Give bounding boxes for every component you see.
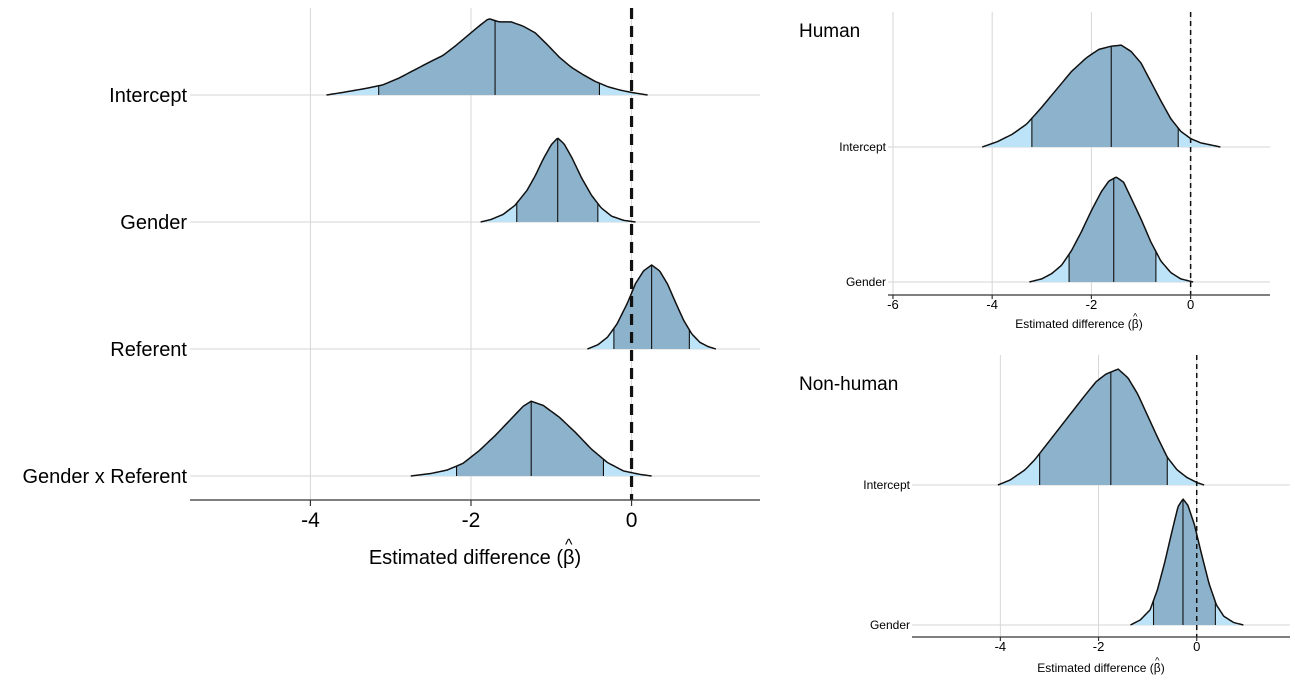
x-tick-label: -2 [462, 509, 481, 532]
x-axis-label: Estimated difference (β) [369, 547, 581, 569]
panel-title: Human [799, 21, 860, 42]
main-ridgeline-chart: Intercept Gender Referent Gender x Referent… [22, 8, 760, 569]
ridge-gender-x-referent [410, 400, 652, 477]
row-label: Gender [120, 212, 187, 234]
x-axis-label-hat: ^ [1155, 655, 1160, 666]
x-axis-label: Estimated difference (β) [1015, 317, 1142, 331]
ridge-inner-area [378, 18, 600, 95]
ridge-intercept [982, 44, 1221, 148]
x-tick-label: -4 [301, 509, 320, 532]
ridge-intercept [997, 368, 1205, 486]
row-label: Gender x Referent [22, 466, 187, 488]
non-human-ridgeline-chart: Intercept Gender -4 -2 0 Estimated difference… [799, 355, 1290, 675]
human-ridgeline-chart: Intercept Gender-6 -4 -2 0 Estimated differen… [799, 12, 1270, 331]
ridge-gender [1029, 176, 1194, 283]
x-tick-label: -2 [1093, 639, 1105, 654]
ridge-referent [587, 264, 717, 350]
row-label: Intercept [863, 478, 910, 492]
row-label: Referent [110, 339, 187, 361]
ridge-inner-area [1031, 45, 1179, 147]
row-label: Intercept [839, 140, 886, 154]
ridge-gender [1130, 498, 1244, 626]
ridge-inner-area [1069, 177, 1156, 282]
x-tick-label: -2 [1086, 297, 1098, 312]
row-label: Gender [846, 275, 886, 289]
x-tick-label: -4 [995, 639, 1007, 654]
x-axis-label: Estimated difference (β) [1037, 661, 1164, 675]
ridge-intercept [326, 18, 648, 96]
ridge-outline [326, 18, 648, 96]
ridge-outline [982, 44, 1221, 148]
x-axis-label-hat: ^ [1133, 311, 1138, 322]
x-tick-label: 0 [626, 509, 638, 532]
ridge-inner-area [456, 401, 604, 476]
x-tick-label: -4 [986, 297, 998, 312]
ridge-outline [1029, 176, 1194, 283]
panel-title: Non-human [799, 374, 898, 395]
x-tick-label: 0 [1187, 297, 1194, 312]
row-label: Intercept [109, 85, 187, 107]
ridge-inner-area [1153, 499, 1216, 625]
x-tick-label: 0 [1193, 639, 1200, 654]
x-tick-label: -6 [887, 297, 899, 312]
x-axis-label-hat: ^ [565, 537, 573, 554]
row-label: Gender [870, 618, 910, 632]
ridge-gender [480, 137, 636, 223]
ridge-outline [997, 368, 1205, 486]
ridge-inner-area [1039, 369, 1168, 485]
ridge-outline [1130, 498, 1244, 626]
